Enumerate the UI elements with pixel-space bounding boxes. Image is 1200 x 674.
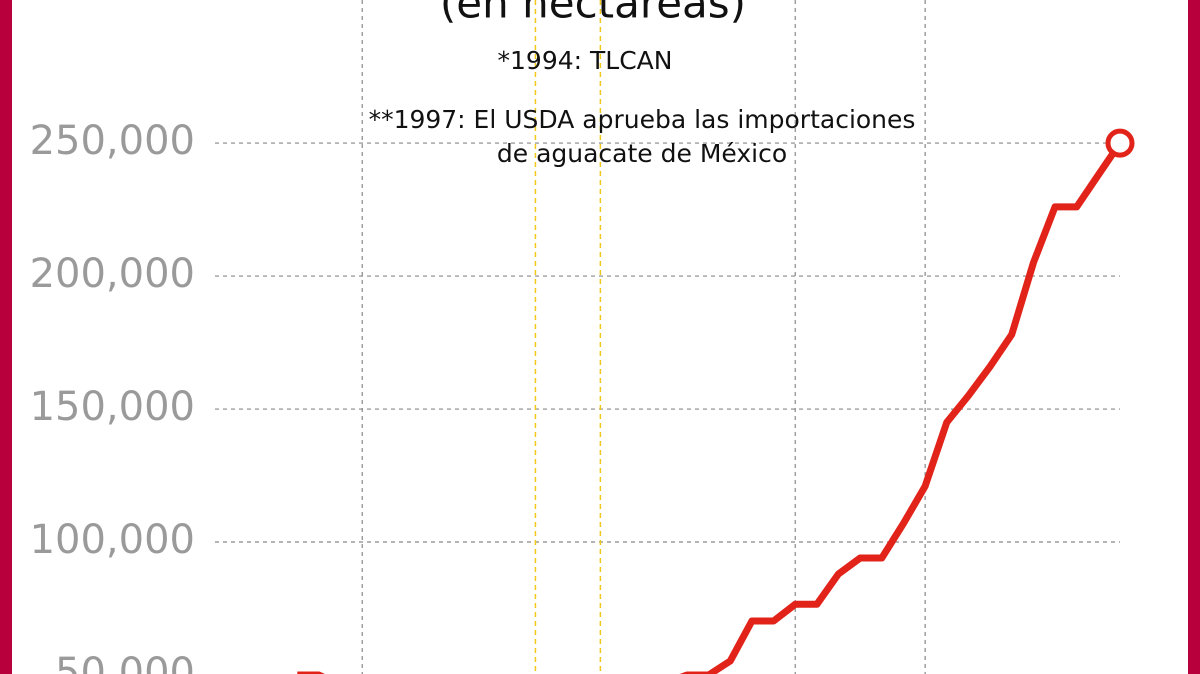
data-line bbox=[297, 141, 1123, 674]
end-marker bbox=[1105, 128, 1135, 158]
annotation-text: de aguacate de México bbox=[497, 139, 787, 168]
y-tick-label: 250,000 bbox=[30, 118, 195, 164]
chart-title: (en hectáreas) bbox=[440, 0, 746, 28]
annotation-text: *1994: TLCAN bbox=[498, 46, 673, 75]
y-tick-label: 150,000 bbox=[30, 384, 195, 430]
annotation-text: **1997: El USDA aprueba las importacione… bbox=[369, 105, 916, 134]
y-tick-label: 50,000 bbox=[55, 650, 195, 674]
y-tick-label: 200,000 bbox=[30, 251, 195, 297]
right-border bbox=[1188, 0, 1200, 674]
y-tick-label: 100,000 bbox=[30, 517, 195, 563]
left-border bbox=[0, 0, 12, 674]
